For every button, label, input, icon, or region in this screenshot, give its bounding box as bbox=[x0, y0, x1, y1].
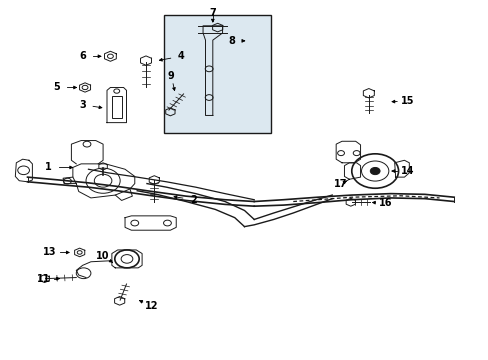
Text: 6: 6 bbox=[79, 51, 86, 61]
Bar bbox=[112, 96, 122, 118]
Text: 1: 1 bbox=[45, 162, 52, 172]
Text: 10: 10 bbox=[96, 251, 110, 261]
Text: 13: 13 bbox=[42, 247, 56, 257]
Text: 5: 5 bbox=[53, 82, 60, 93]
Text: 14: 14 bbox=[400, 166, 414, 176]
Text: 16: 16 bbox=[378, 198, 392, 208]
Text: 8: 8 bbox=[228, 36, 235, 46]
Circle shape bbox=[369, 167, 379, 175]
Bar bbox=[163, 15, 271, 134]
Text: 9: 9 bbox=[168, 71, 174, 81]
Text: 12: 12 bbox=[145, 301, 158, 311]
Text: 17: 17 bbox=[334, 179, 347, 189]
Text: 11: 11 bbox=[37, 274, 50, 284]
Text: 15: 15 bbox=[400, 96, 414, 106]
Text: 7: 7 bbox=[209, 8, 216, 18]
Text: 4: 4 bbox=[177, 51, 184, 61]
Text: 2: 2 bbox=[189, 195, 196, 205]
Text: 3: 3 bbox=[79, 100, 86, 110]
